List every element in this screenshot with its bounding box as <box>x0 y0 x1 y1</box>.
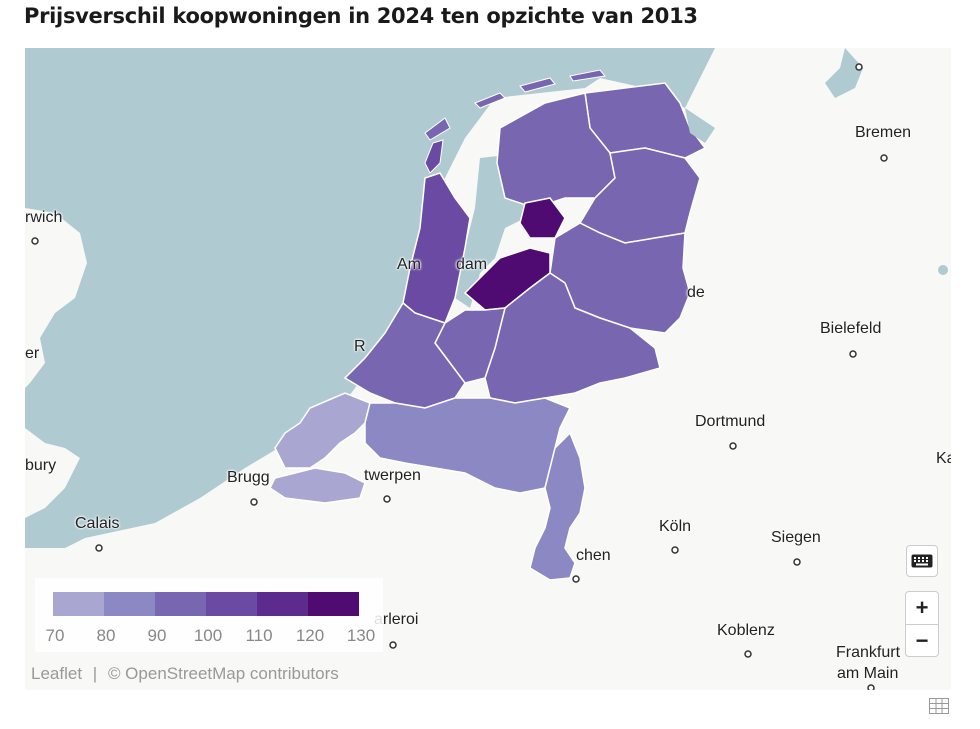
river-ems <box>685 108 715 143</box>
page-title: Prijsverschil koopwoningen in 2024 ten o… <box>24 4 698 28</box>
region-flevoland-north <box>519 197 566 239</box>
koblenz-dot <box>744 650 752 658</box>
dortmund-dot <box>729 442 737 450</box>
city-label-bielefeld: Bielefeld <box>820 320 882 337</box>
city-label-dover: er <box>25 345 40 362</box>
color-legend: 70 80 90 100 110 120 130 <box>35 578 383 652</box>
attribution-separator: | <box>92 664 98 683</box>
city-label-amsterdam-b: dam <box>456 256 488 273</box>
legend-swatch-2 <box>104 592 155 616</box>
attribution: Leaflet | © OpenStreetMap contributors <box>31 664 339 684</box>
city-label-norwich: rwich <box>25 209 63 226</box>
legend-tick: 130 <box>346 626 376 645</box>
legend-tick: 100 <box>193 626 223 645</box>
legend-swatch-5 <box>257 592 308 616</box>
city-dots <box>31 63 888 690</box>
city-label-dortmund: Dortmund <box>695 413 766 430</box>
legend-tick: 120 <box>295 626 325 645</box>
leaflet-link[interactable]: Leaflet <box>31 664 83 683</box>
charleroi-dot <box>389 641 397 649</box>
city-label-siegen: Siegen <box>771 529 821 546</box>
city-label-amsterdam-a: Am <box>397 256 421 273</box>
city-label-aachen: chen <box>576 547 611 564</box>
lake-east <box>938 265 948 275</box>
osm-attribution[interactable]: © OpenStreetMap contributors <box>107 664 339 683</box>
keyboard-shortcuts-button[interactable] <box>906 545 938 577</box>
england-land-south <box>25 428 80 518</box>
city-label-frankfurt-a: Frankfurt <box>836 644 901 661</box>
region-limburg <box>529 431 586 581</box>
basemap <box>25 48 948 690</box>
norwich-dot <box>31 237 39 245</box>
city-label-koblenz: Koblenz <box>717 622 775 639</box>
wadden-islands <box>424 69 606 141</box>
antwerpen-dot <box>383 495 391 503</box>
legend-swatch-6 <box>308 592 359 616</box>
legend-bar <box>53 592 359 616</box>
siegen-dot <box>793 558 801 566</box>
legend-tick: 110 <box>245 626 273 645</box>
koln-dot <box>671 546 679 554</box>
bremen-dot <box>880 154 888 162</box>
legend-tick: 70 <box>45 626 65 645</box>
city-label-calais: Calais <box>75 515 120 532</box>
keyboard-icon <box>911 554 933 568</box>
region-gelderland <box>484 272 661 404</box>
aachen-dot <box>572 575 580 583</box>
zoom-in-button[interactable]: + <box>906 592 938 625</box>
city-label-kassel: Ka <box>936 450 951 467</box>
england-land <box>25 208 87 388</box>
legend-swatch-3 <box>155 592 206 616</box>
calais-dot <box>95 544 103 552</box>
city-label-canterbury: bury <box>25 457 57 474</box>
table-view-icon[interactable] <box>929 698 949 714</box>
sea <box>25 48 715 548</box>
city-label-bremen: Bremen <box>855 124 912 141</box>
map-canvas[interactable]: Bremen rwich Am dam de Bielefeld R er Do… <box>25 48 951 690</box>
legend-tick: 80 <box>96 626 116 645</box>
bielefeld-dot <box>849 350 857 358</box>
texel <box>424 139 444 174</box>
river-weser <box>825 48 863 98</box>
city-label-charleroi: arleroi <box>374 611 419 628</box>
city-label-koln: Köln <box>659 518 692 535</box>
city-label-rotterdam: R <box>354 338 366 355</box>
hamburg-dot <box>855 63 863 71</box>
legend-tick: 90 <box>147 626 167 645</box>
city-label-enschede: de <box>687 284 705 301</box>
legend-swatch-4 <box>206 592 257 616</box>
city-label-brugge: Brugg <box>227 469 270 486</box>
zoom-out-button[interactable]: − <box>915 628 929 653</box>
frankfurt-dot <box>867 684 875 690</box>
city-label-frankfurt-b: am Main <box>837 665 899 682</box>
city-label-antwerpen: twerpen <box>364 467 421 484</box>
brugge-dot <box>250 498 258 506</box>
zoom-control: + − <box>905 591 939 657</box>
legend-swatch-1 <box>53 592 104 616</box>
